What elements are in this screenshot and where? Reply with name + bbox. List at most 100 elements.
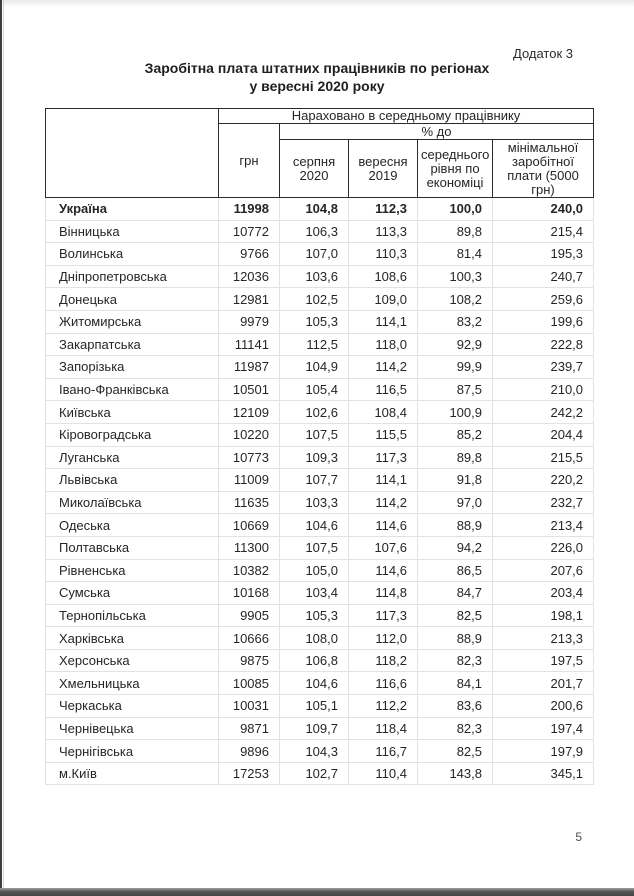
page-left-edge-highlight <box>3 0 4 896</box>
value-cell: 12981 <box>218 287 280 311</box>
page-title-line1: Заробітна плата штатних працівників по р… <box>144 60 490 76</box>
value-cell: 106,8 <box>279 648 349 673</box>
region-name-cell: Сумська <box>45 581 219 605</box>
value-cell: 11998 <box>218 197 280 221</box>
value-cell: 104,3 <box>279 739 349 763</box>
value-cell: 109,3 <box>279 445 349 470</box>
value-cell: 110,3 <box>348 242 418 266</box>
region-name-cell: Україна <box>45 197 219 221</box>
value-cell: 215,5 <box>491 445 595 470</box>
table-row: Рівненська 10382 105,0 114,6 86,5 207,6 <box>45 558 595 583</box>
value-cell: 207,6 <box>491 558 595 583</box>
value-cell: 107,7 <box>279 468 349 492</box>
value-cell: 204,4 <box>491 422 595 447</box>
value-cell: 11009 <box>218 468 280 492</box>
region-name-cell: м.Київ <box>45 761 219 786</box>
group-header: Нараховано в середньому працівнику <box>217 108 595 124</box>
value-cell: 9875 <box>218 648 280 673</box>
table-row: Донецька 12981 102,5 109,0 108,2 259,6 <box>45 287 595 311</box>
region-name-cell: Кіровоградська <box>45 422 219 447</box>
value-cell: 103,3 <box>279 490 349 515</box>
region-name-cell: Вінницька <box>45 219 219 244</box>
value-cell: 100,3 <box>417 264 493 289</box>
value-cell: 10382 <box>218 558 280 583</box>
value-cell: 10220 <box>218 422 280 447</box>
value-cell: 12036 <box>218 264 280 289</box>
table-row: Вінницька 10772 106,3 113,3 89,8 215,4 <box>45 219 595 244</box>
value-cell: 222,8 <box>491 332 595 357</box>
value-cell: 106,3 <box>279 219 349 244</box>
table-row: Миколаївська 11635 103,3 114,2 97,0 232,7 <box>45 490 595 515</box>
region-name-cell: Рівненська <box>45 558 219 583</box>
value-cell: 104,6 <box>279 671 349 696</box>
page-title: Заробітна плата штатних працівників по р… <box>0 60 634 95</box>
table-row: Кіровоградська 10220 107,5 115,5 85,2 204,4 <box>45 422 595 447</box>
value-cell: 103,6 <box>279 264 349 289</box>
value-cell: 82,5 <box>417 603 493 628</box>
value-cell: 114,2 <box>348 355 418 379</box>
value-cell: 117,3 <box>348 445 418 470</box>
region-name-cell: Чернігівська <box>45 739 219 763</box>
page-title-line2: у вересні 2020 року <box>249 77 385 94</box>
table-row: Дніпропетровська 12036 103,6 108,6 100,3 240,… <box>45 264 595 289</box>
table-row: Харківська 10666 108,0 112,0 88,9 213,3 <box>45 626 595 650</box>
value-cell: 10168 <box>218 581 280 605</box>
value-cell: 118,4 <box>348 716 418 741</box>
value-cell: 109,0 <box>348 287 418 311</box>
value-cell: 105,0 <box>279 558 349 583</box>
page-number: 5 <box>575 830 582 844</box>
value-cell: 117,3 <box>348 603 418 628</box>
region-name-cell: Херсонська <box>45 648 219 673</box>
table-row: Житомирська 9979 105,3 114,1 83,2 199,6 <box>45 309 595 334</box>
value-cell: 114,6 <box>348 513 418 537</box>
value-cell: 112,5 <box>279 332 349 357</box>
value-cell: 259,6 <box>491 287 595 311</box>
value-cell: 200,6 <box>491 694 595 718</box>
table-row: Волинська 9766 107,0 110,3 81,4 195,3 <box>45 242 595 266</box>
region-name-cell: Чернівецька <box>45 716 219 741</box>
value-cell: 226,0 <box>491 535 595 560</box>
value-cell: 143,8 <box>417 761 493 786</box>
page-left-edge <box>0 0 2 896</box>
value-cell: 240,7 <box>491 264 595 289</box>
value-cell: 113,3 <box>348 219 418 244</box>
table-row: Івано-Франківська 10501 105,4 116,5 87,5 210,… <box>45 377 595 402</box>
value-cell: 102,7 <box>279 761 349 786</box>
region-name-cell: Закарпатська <box>45 332 219 357</box>
value-cell: 89,8 <box>417 219 493 244</box>
value-cell: 86,5 <box>417 558 493 583</box>
value-cell: 108,2 <box>417 287 493 311</box>
value-cell: 242,2 <box>491 400 595 424</box>
value-cell: 112,2 <box>348 694 418 718</box>
value-cell: 116,7 <box>348 739 418 763</box>
region-column-header <box>45 108 219 198</box>
value-cell: 11987 <box>218 355 280 379</box>
region-name-cell: Київська <box>45 400 219 424</box>
value-cell: 10669 <box>218 513 280 537</box>
value-cell: 112,0 <box>348 626 418 650</box>
value-cell: 104,8 <box>279 197 349 221</box>
value-cell: 240,0 <box>491 197 595 221</box>
value-cell: 107,5 <box>279 535 349 560</box>
salary-table-container: Нараховано в середньому працівнику грн %… <box>45 108 595 786</box>
region-name-cell: Хмельницька <box>45 671 219 696</box>
value-cell: 197,5 <box>491 648 595 673</box>
value-cell: 87,5 <box>417 377 493 402</box>
value-cell: 116,6 <box>348 671 418 696</box>
table-body: Україна 11998 104,8 112,3 100,0 240,0 Вінницьк… <box>45 197 595 786</box>
value-cell: 118,0 <box>348 332 418 357</box>
appendix-label: Додаток 3 <box>513 46 573 61</box>
value-cell: 82,5 <box>417 739 493 763</box>
table-row: Тернопільська 9905 105,3 117,3 82,5 198,1 <box>45 603 595 628</box>
table-row: Сумська 10168 103,4 114,8 84,7 203,4 <box>45 581 595 605</box>
value-cell: 107,5 <box>279 422 349 447</box>
value-cell: 215,4 <box>491 219 595 244</box>
region-name-cell: Запорізька <box>45 355 219 379</box>
value-cell: 105,3 <box>279 603 349 628</box>
table-row: Луганська 10773 109,3 117,3 89,8 215,5 <box>45 445 595 470</box>
value-cell: 108,4 <box>348 400 418 424</box>
table-row: Чернівецька 9871 109,7 118,4 82,3 197,4 <box>45 716 595 741</box>
table-row: Хмельницька 10085 104,6 116,6 84,1 201,7 <box>45 671 595 696</box>
value-cell: 197,9 <box>491 739 595 763</box>
